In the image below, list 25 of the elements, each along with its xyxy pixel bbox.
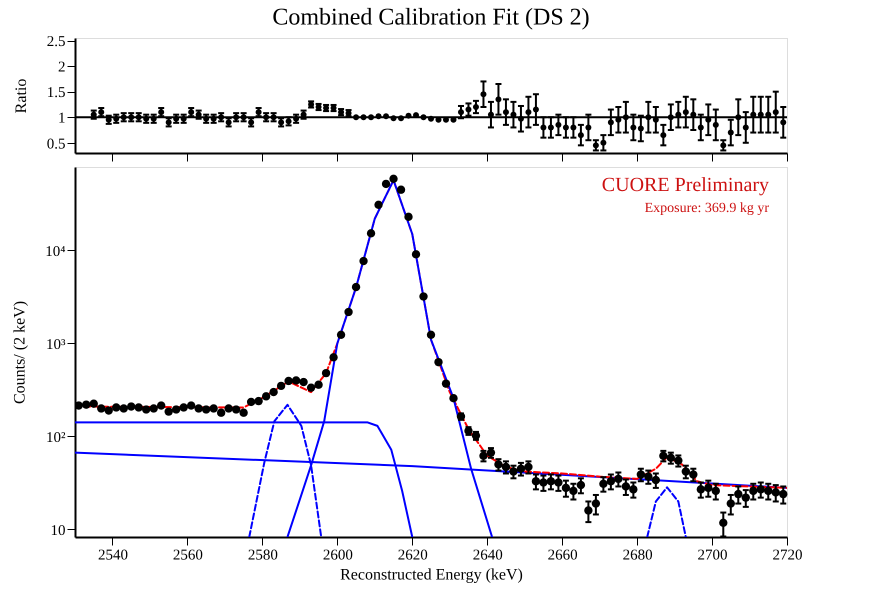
y-tick-label: 0.5 <box>46 136 66 152</box>
x-tick-label: 2620 <box>398 548 428 564</box>
x-tick-label: 2580 <box>248 548 278 564</box>
y-tick-label: 10 <box>50 522 66 539</box>
y-tick-label: 10² <box>46 430 66 446</box>
y-tick-label: 10⁴ <box>45 244 66 260</box>
y-axis-title: Counts/ (2 keV) <box>11 300 28 404</box>
x-tick-label: 2540 <box>98 548 128 564</box>
annotation: Exposure: 369.9 kg yr <box>644 201 770 216</box>
chart-title: Combined Calibration Fit (DS 2) <box>272 4 590 31</box>
x-axis-title: Reconstructed Energy (keV) <box>340 566 523 584</box>
annotation: CUORE Preliminary <box>602 174 769 196</box>
x-tick-label: 2720 <box>772 548 802 564</box>
x-tick-label: 2700 <box>698 548 728 564</box>
x-tick-label: 2560 <box>172 548 203 564</box>
x-tick-label: 2600 <box>322 548 353 564</box>
x-tick-label: 2660 <box>548 548 578 564</box>
x-tick-label: 2640 <box>472 548 503 564</box>
y-tick-label: 2 <box>58 60 66 76</box>
y-tick-label: 2.5 <box>46 34 66 50</box>
x-tick-label: 2680 <box>622 548 653 564</box>
y-tick-label: 1 <box>58 110 66 127</box>
y-axis-title: Ratio <box>12 78 30 114</box>
y-tick-label: 10³ <box>46 336 66 353</box>
y-tick-label: 1.5 <box>46 85 66 102</box>
